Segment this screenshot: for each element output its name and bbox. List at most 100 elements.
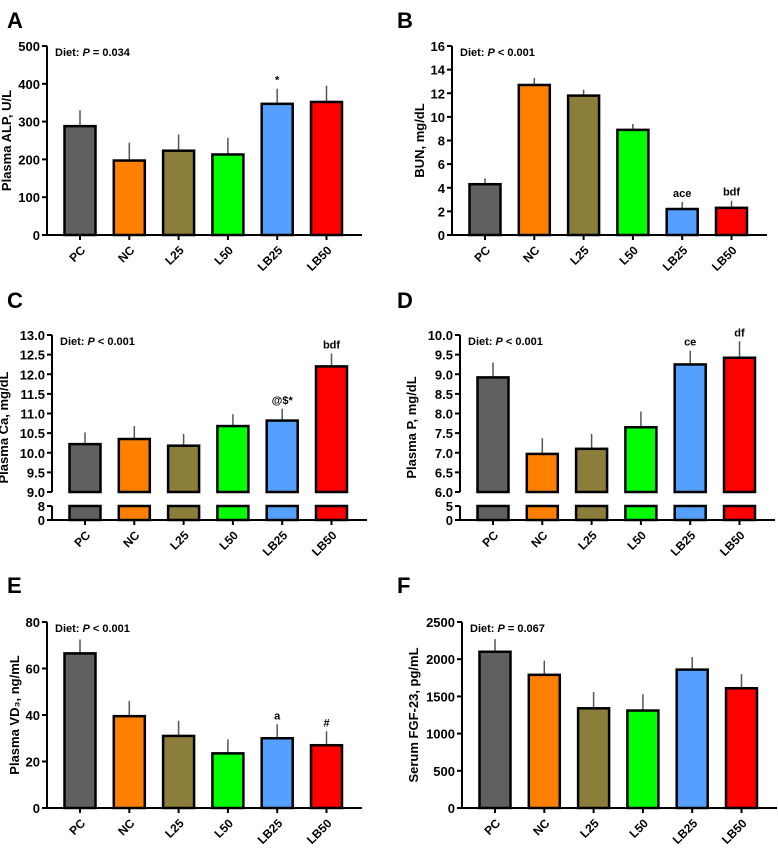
y-axis-label: BUN, mg/dL xyxy=(412,103,427,177)
y-tick-label: 8 xyxy=(438,134,445,149)
stat-rest: = 0.034 xyxy=(90,47,131,59)
panel-c: C Plasma Ca, mg/dL Diet: P < 0.001 9.0 9.5 10… xyxy=(0,288,367,559)
x-tick-label: PC xyxy=(66,816,88,838)
bar-l25 xyxy=(166,444,201,494)
x-tick-label: L50 xyxy=(211,816,236,841)
bar-pc xyxy=(468,182,502,237)
y-tick-label: 16 xyxy=(431,39,445,54)
y-tick-label: 0 xyxy=(438,228,445,243)
y-tick-label: 400 xyxy=(18,77,40,92)
x-tick-label: PC xyxy=(479,528,501,550)
bar-l50 xyxy=(626,709,660,810)
y-axis-label: Plasma ALP, U/L xyxy=(0,90,14,191)
stat-prefix: Diet: xyxy=(60,336,88,348)
stat-prefix: Diet: xyxy=(55,47,83,59)
y-tick-label: 60 xyxy=(26,662,40,677)
y-tick-label: 10 xyxy=(431,110,445,125)
y-tick-label: 10.0 xyxy=(428,328,453,343)
bar-pc xyxy=(476,376,510,494)
x-tick-label: L50 xyxy=(626,816,651,841)
diet-p-value: Diet: P < 0.001 xyxy=(460,47,535,59)
y-tick-label: 11.5 xyxy=(20,387,45,402)
y-tick-label: 200 xyxy=(18,152,40,167)
x-tick-label: LB25 xyxy=(255,816,286,847)
bar-l50 xyxy=(216,424,250,494)
bar-lower-l25 xyxy=(574,504,609,522)
x-tick-label: LB50 xyxy=(717,528,748,559)
y-tick-label: 6 xyxy=(438,157,445,172)
y-tick-label: 4 xyxy=(438,181,446,196)
x-tick-label: PC xyxy=(66,243,88,265)
y-tick-label: 100 xyxy=(18,190,40,205)
y-tick-label: 300 xyxy=(18,115,40,130)
bar-lower-pc xyxy=(68,504,102,522)
bar-l25 xyxy=(574,447,609,494)
x-tick-label: NC xyxy=(120,528,142,550)
stat-p: P xyxy=(88,336,96,348)
y-axis-label: Plasma VD₃, ng/mL xyxy=(7,655,22,774)
significance-label: @$* xyxy=(272,395,294,407)
y-tick-label: 0 xyxy=(448,801,455,816)
x-tick-label: LB25 xyxy=(660,243,691,274)
y-tick-label: 7.5 xyxy=(435,426,453,441)
x-tick-label: NC xyxy=(520,243,542,265)
x-tick-label: LB25 xyxy=(260,528,291,559)
x-tick-label: LB50 xyxy=(719,816,750,847)
bar-lb50 xyxy=(724,686,759,810)
bar-pc xyxy=(478,650,512,810)
y-tick-label: 8.5 xyxy=(435,387,453,402)
bar-nc xyxy=(112,714,147,810)
panel-letter: F xyxy=(397,573,410,598)
x-tick-label: L25 xyxy=(162,816,187,841)
panel-d: D Plasma P, mg/dL Diet: P < 0.001 6.0 6.5 7.0… xyxy=(397,288,775,559)
bar-nc xyxy=(525,452,560,494)
bar-pc xyxy=(63,652,97,810)
stat-p: P xyxy=(498,623,506,635)
y-tick-label: 2 xyxy=(438,204,445,219)
bar-lb25 xyxy=(673,363,707,494)
bar-lower-nc xyxy=(117,504,152,522)
bar-nc xyxy=(517,83,552,237)
y-tick-label: 9.0 xyxy=(27,485,45,500)
y-tick-label: 0 xyxy=(446,513,453,528)
y-tick-label: 8 xyxy=(38,499,45,514)
bar-lb50 xyxy=(314,365,349,494)
y-tick-label: 9.0 xyxy=(435,367,453,382)
stat-p: P xyxy=(83,47,91,59)
y-tick-label: 0 xyxy=(33,228,40,243)
stat-prefix: Diet: xyxy=(470,623,498,635)
bar-lb25 xyxy=(260,102,294,237)
x-tick-label: L25 xyxy=(167,528,192,553)
y-axis-label: Plasma P, mg/dL xyxy=(404,376,419,478)
bar-nc xyxy=(112,159,147,237)
bar-lower-lb25 xyxy=(673,504,707,522)
significance-label: a xyxy=(274,710,281,722)
bar-l50 xyxy=(211,752,245,810)
y-tick-label: 8.0 xyxy=(435,407,453,422)
significance-label: df xyxy=(734,327,745,339)
bar-lower-l25 xyxy=(166,504,201,522)
y-tick-label: 7.0 xyxy=(435,446,453,461)
diet-p-value: Diet: P = 0.034 xyxy=(55,47,131,59)
bar-lb50 xyxy=(714,206,749,237)
x-tick-label: L50 xyxy=(616,243,641,268)
y-tick-label: 6.5 xyxy=(435,465,453,480)
bar-lb50 xyxy=(722,356,757,494)
y-tick-label: 12.0 xyxy=(20,367,45,382)
x-tick-label: NC xyxy=(528,528,550,550)
x-tick-label: LB25 xyxy=(670,816,701,847)
x-tick-label: L50 xyxy=(211,243,236,268)
stat-rest: < 0.001 xyxy=(90,623,130,635)
bar-pc xyxy=(68,442,102,494)
x-tick-label: NC xyxy=(530,816,552,838)
bar-lower-pc xyxy=(476,504,510,522)
y-tick-label: 10.0 xyxy=(20,446,45,461)
y-tick-label: 12 xyxy=(431,86,445,101)
bar-l25 xyxy=(566,94,601,237)
stat-prefix: Diet: xyxy=(468,336,496,348)
y-tick-label: 9.5 xyxy=(27,465,45,480)
y-tick-label: 80 xyxy=(26,615,40,630)
y-tick-label: 2000 xyxy=(426,652,455,667)
panel-letter: E xyxy=(7,573,22,598)
